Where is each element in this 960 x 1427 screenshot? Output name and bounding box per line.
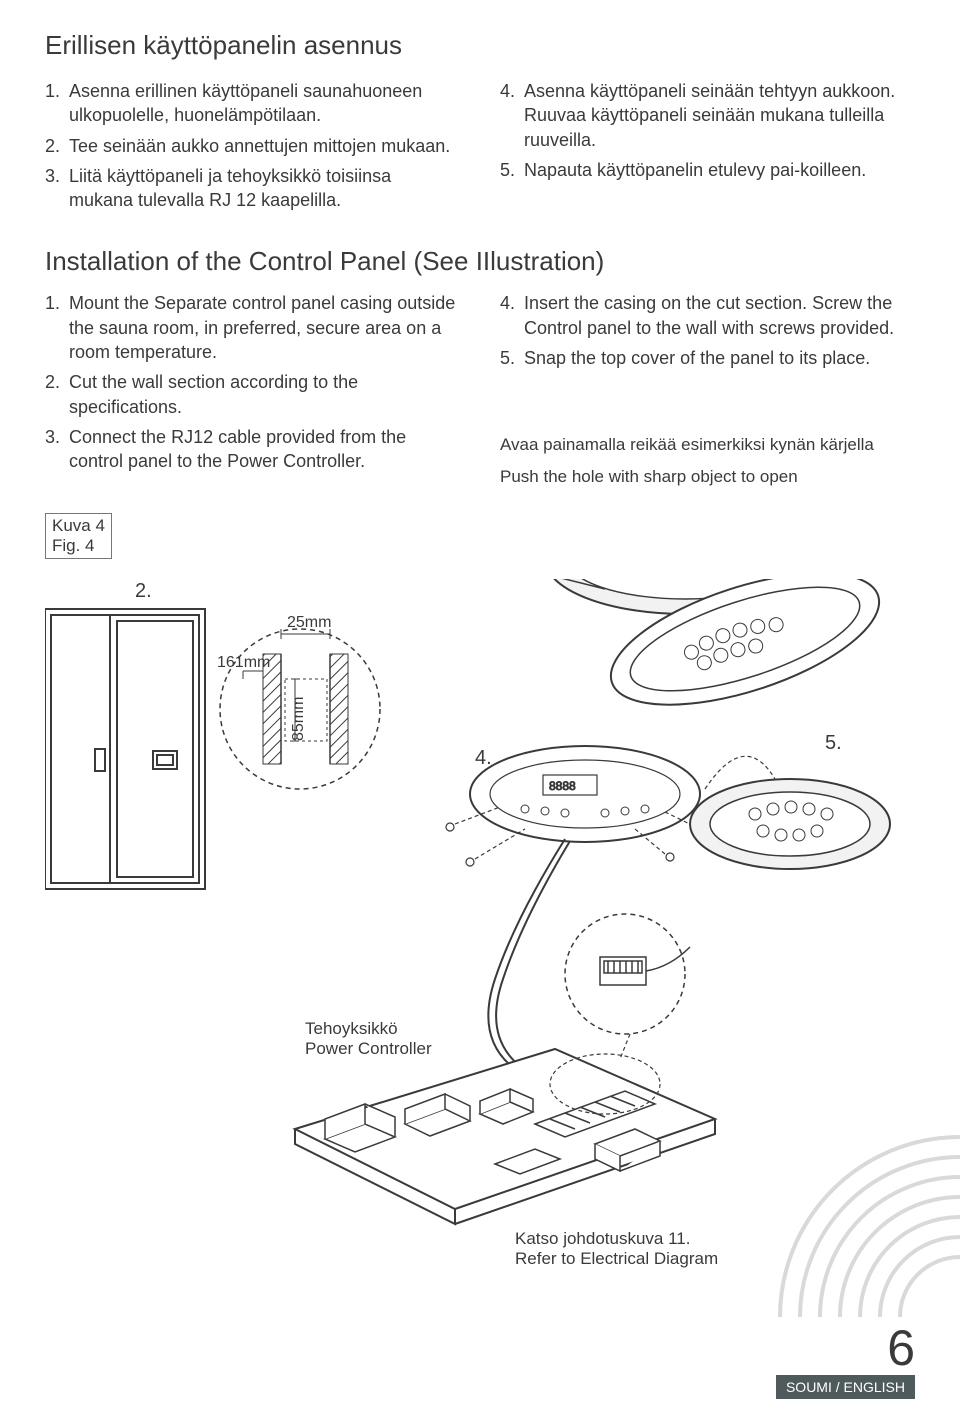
list-text: Napauta käyttöpanelin etulevy pai-koille… bbox=[524, 158, 915, 182]
list-num: 2. bbox=[45, 134, 69, 158]
svg-text:8888: 8888 bbox=[549, 779, 576, 793]
power-controller-drawing bbox=[295, 914, 715, 1224]
control-panel-top-oval bbox=[525, 579, 894, 732]
fig-label-fi: Kuva 4 bbox=[52, 516, 105, 535]
dim-85mm: 85mm bbox=[290, 697, 307, 741]
page-footer: 6 SOUMI / ENGLISH bbox=[776, 1323, 915, 1399]
english-list-right: 4.Insert the casing on the cut section. … bbox=[500, 291, 915, 370]
list-num: 5. bbox=[500, 346, 524, 370]
step2-label: 2. bbox=[135, 580, 152, 602]
list-num: 5. bbox=[500, 158, 524, 182]
list-text: Asenna käyttöpaneli seinään tehtyyn aukk… bbox=[524, 79, 915, 152]
sauna-door-drawing bbox=[45, 609, 205, 889]
page-number: 6 bbox=[776, 1323, 915, 1373]
cable-line-2 bbox=[496, 841, 570, 1067]
note-fi: Avaa painamalla reikää esimerkiksi kynän… bbox=[500, 434, 915, 456]
diagram-area: 2. 25mm 161mm 85mm bbox=[45, 579, 915, 1299]
power-controller-label-en: Power Controller bbox=[305, 1039, 432, 1058]
language-badge: SOUMI / ENGLISH bbox=[776, 1375, 915, 1399]
list-text: Liitä käyttöpaneli ja tehoyksikkö toisii… bbox=[69, 164, 460, 213]
refer-fi: Katso johdotuskuva 11. bbox=[515, 1229, 690, 1248]
list-text: Asenna erillinen käyttöpaneli saunahuone… bbox=[69, 79, 460, 128]
finnish-list-left: 1.Asenna erillinen käyttöpaneli saunahuo… bbox=[45, 79, 460, 212]
heading-english: Installation of the Control Panel (See I… bbox=[45, 246, 915, 277]
list-num: 1. bbox=[45, 291, 69, 364]
list-num: 4. bbox=[500, 291, 524, 340]
heading-finnish: Erillisen käyttöpanelin asennus bbox=[45, 30, 915, 61]
diagram-svg: 2. 25mm 161mm 85mm bbox=[45, 579, 915, 1299]
figure-label: Kuva 4 Fig. 4 bbox=[45, 513, 112, 560]
finnish-columns: 1.Asenna erillinen käyttöpaneli saunahuo… bbox=[45, 79, 915, 218]
list-text: Mount the Separate control panel casing … bbox=[69, 291, 460, 364]
list-num: 3. bbox=[45, 425, 69, 474]
step4-label: 4. bbox=[475, 747, 492, 769]
list-text: Tee seinään aukko annettujen mittojen mu… bbox=[69, 134, 460, 158]
note-en: Push the hole with sharp object to open bbox=[500, 466, 915, 488]
power-controller-label-fi: Tehoyksikkö bbox=[305, 1019, 398, 1038]
list-text: Snap the top cover of the panel to its p… bbox=[524, 346, 915, 370]
cable-line bbox=[488, 839, 565, 1069]
list-num: 3. bbox=[45, 164, 69, 213]
dim-25mm: 25mm bbox=[287, 614, 331, 631]
list-text: Insert the casing on the cut section. Sc… bbox=[524, 291, 915, 340]
english-list-left: 1.Mount the Separate control panel casin… bbox=[45, 291, 460, 473]
list-num: 1. bbox=[45, 79, 69, 128]
panel-assembly-drawing: 8888 bbox=[446, 746, 890, 869]
list-text: Cut the wall section according to the sp… bbox=[69, 370, 460, 419]
step5-label: 5. bbox=[825, 732, 842, 754]
list-num: 4. bbox=[500, 79, 524, 152]
list-text: Connect the RJ12 cable provided from the… bbox=[69, 425, 460, 474]
refer-en: Refer to Electrical Diagram bbox=[515, 1249, 718, 1268]
english-columns: 1.Mount the Separate control panel casin… bbox=[45, 291, 915, 488]
fig-label-en: Fig. 4 bbox=[52, 536, 95, 555]
list-num: 2. bbox=[45, 370, 69, 419]
dim-161mm: 161mm bbox=[217, 654, 270, 671]
finnish-list-right: 4.Asenna käyttöpaneli seinään tehtyyn au… bbox=[500, 79, 915, 182]
wall-cut-drawing: 25mm 161mm 85mm bbox=[217, 614, 380, 789]
